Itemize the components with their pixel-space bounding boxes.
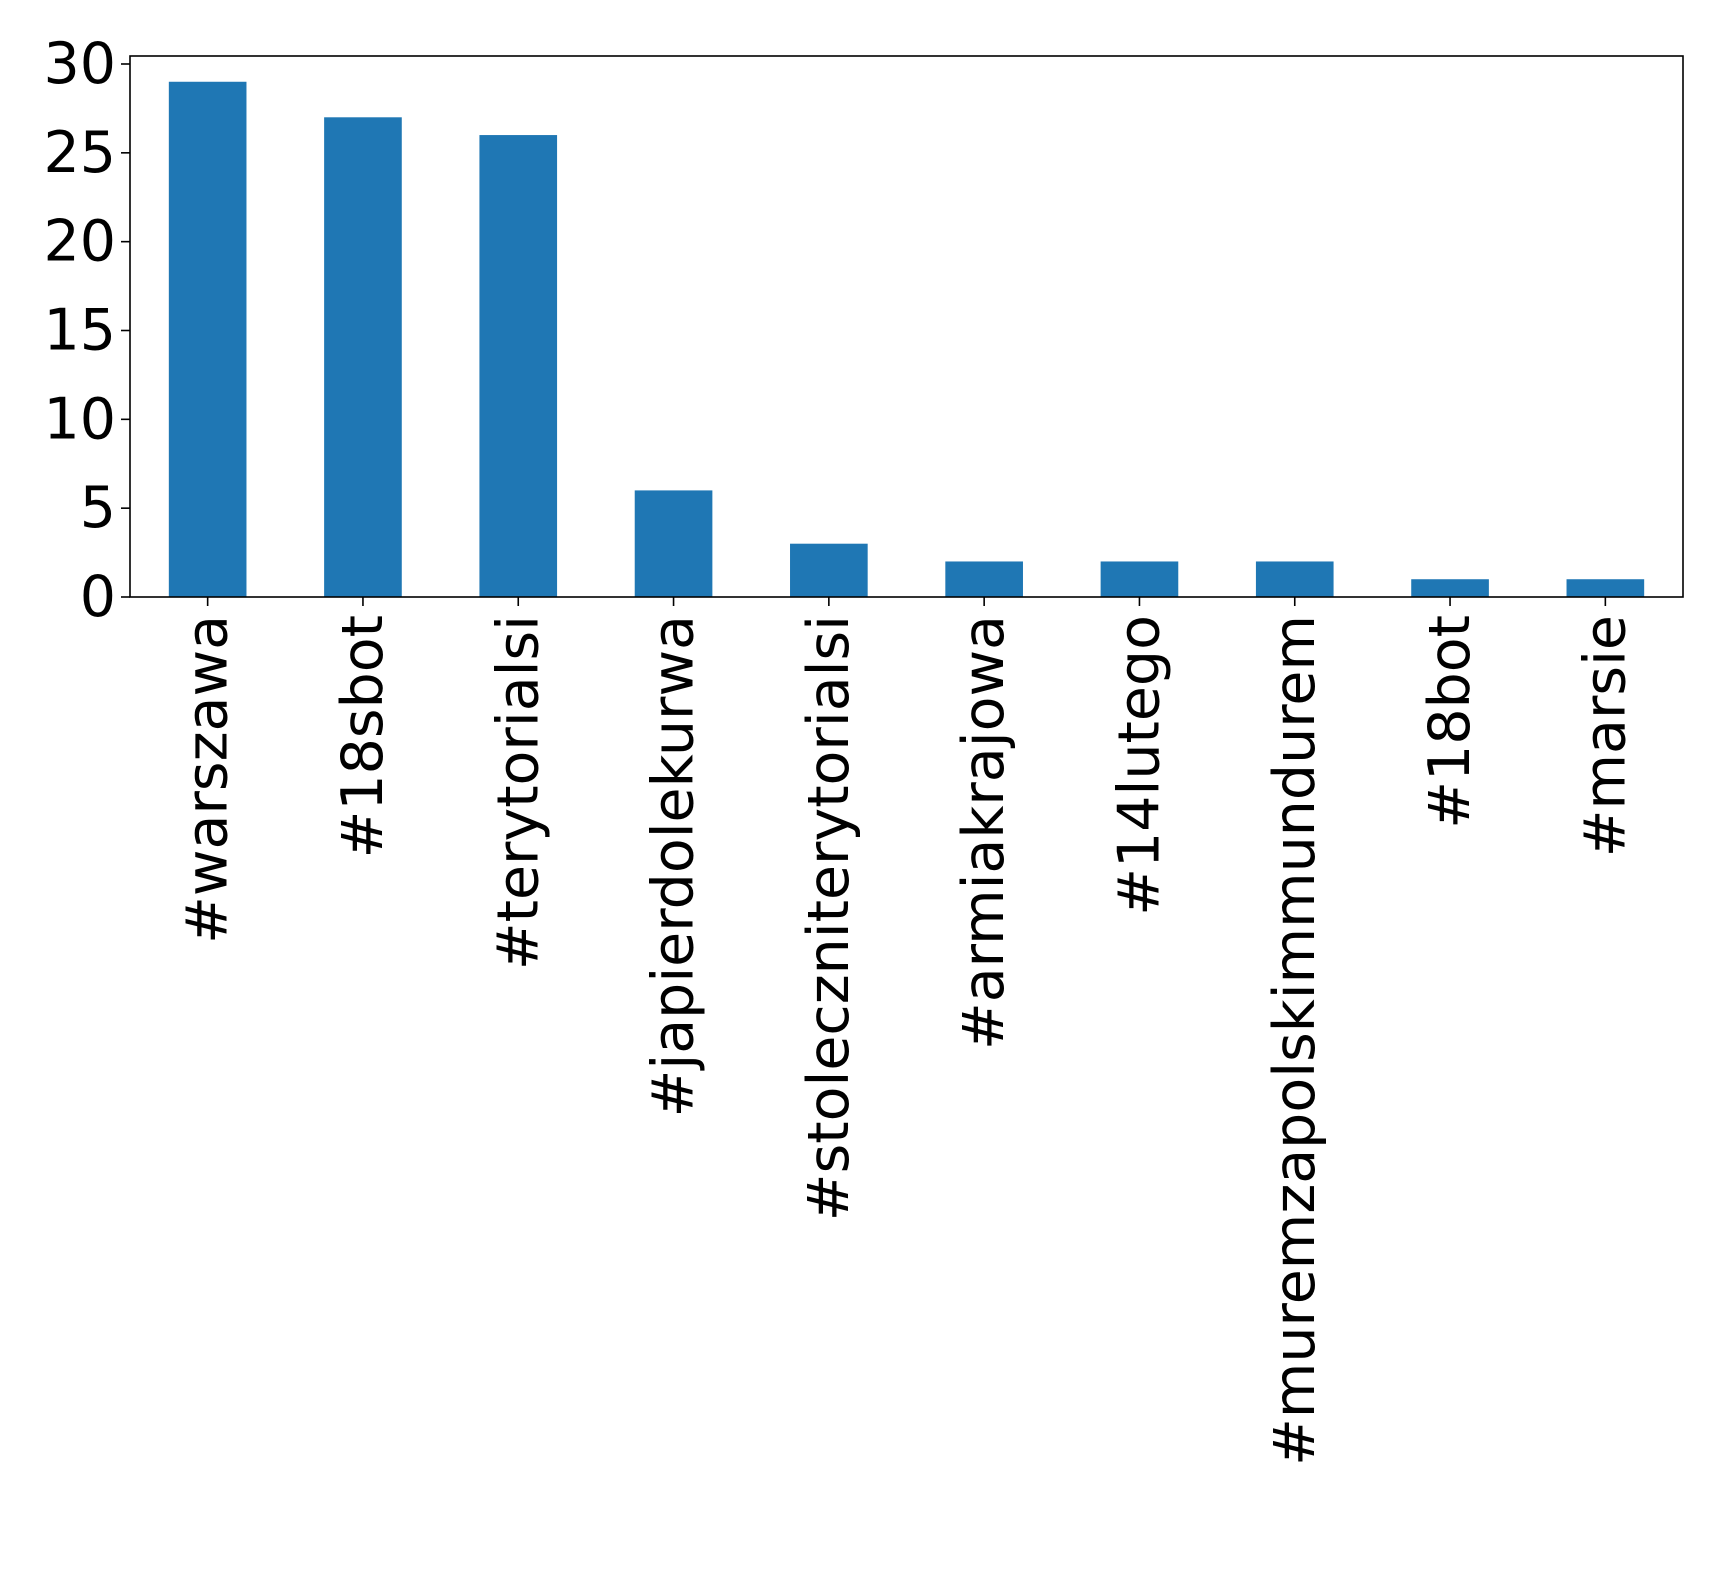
bar-14lutego bbox=[1100, 561, 1179, 597]
bar-stoleczniterytorialsi bbox=[790, 543, 868, 597]
y-tick-label: 10 bbox=[43, 386, 116, 452]
x-tick-label: #muremzapolskimmundurem bbox=[1262, 615, 1328, 1466]
bar-18bot bbox=[1411, 579, 1489, 597]
bars-group bbox=[168, 81, 1645, 598]
y-tick-label: 5 bbox=[80, 475, 116, 541]
bar-18sbot bbox=[324, 117, 402, 597]
y-tick-label: 15 bbox=[43, 297, 116, 363]
bar-muremzapolskimmundurem bbox=[1255, 561, 1334, 597]
bar-japierdolekurwa bbox=[634, 490, 713, 597]
x-axis: #warszawa #18sbot #terytorialsi #japierdole… bbox=[175, 597, 1638, 1466]
bar-terytorialsi bbox=[479, 135, 558, 598]
bar-warszawa bbox=[168, 81, 247, 597]
x-tick-label: #warszawa bbox=[175, 615, 241, 944]
y-tick-label: 25 bbox=[43, 120, 116, 186]
y-axis: 0 5 10 15 20 25 30 bbox=[43, 31, 130, 630]
x-tick-label: #18bot bbox=[1417, 615, 1483, 829]
y-tick-label: 0 bbox=[80, 564, 116, 630]
x-tick-label: #marsie bbox=[1572, 615, 1638, 857]
y-tick-label: 20 bbox=[43, 209, 116, 275]
x-tick-label: #14lutego bbox=[1106, 615, 1172, 916]
bar-marsie bbox=[1566, 579, 1645, 597]
x-tick-label: #armiakrajowa bbox=[951, 615, 1017, 1050]
x-tick-label: #stoleczniterytorialsi bbox=[796, 615, 862, 1221]
plot-frame bbox=[129, 55, 1684, 598]
bar-armiakrajowa bbox=[945, 561, 1023, 597]
x-tick-label: #terytorialsi bbox=[485, 615, 551, 970]
x-tick-label: #japierdolekurwa bbox=[641, 615, 707, 1117]
y-tick-label: 30 bbox=[43, 31, 116, 97]
x-tick-label: #18sbot bbox=[330, 615, 396, 858]
